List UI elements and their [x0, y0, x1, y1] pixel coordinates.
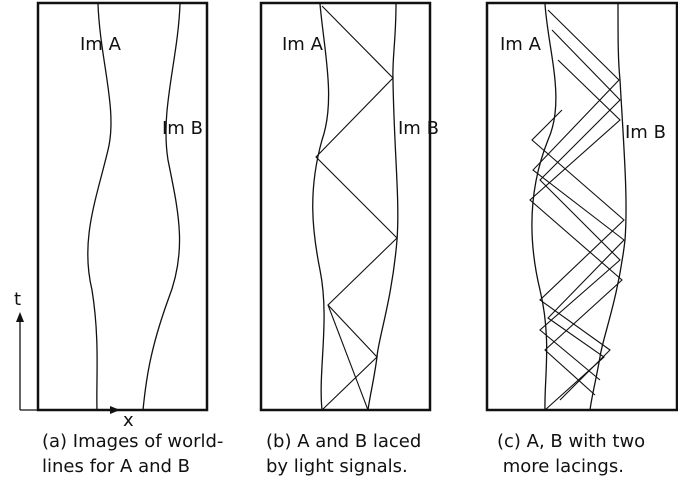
- caption: by light signals.: [266, 456, 408, 477]
- label-a: Im A: [80, 34, 122, 55]
- worldline-b: [367, 3, 399, 411]
- label-b: Im B: [162, 118, 203, 139]
- t-arrow: [16, 312, 24, 322]
- x-arrow: [110, 406, 120, 414]
- worldline-a: [312, 3, 330, 411]
- caption: (c) A, B with two: [497, 431, 645, 452]
- light-signal: [315, 5, 398, 411]
- caption: (b) A and B laced: [266, 431, 421, 452]
- panel-frame: [485, 1, 678, 412]
- light-signal: [539, 29, 621, 381]
- label-a: Im A: [282, 34, 324, 55]
- label-a: Im A: [500, 34, 542, 55]
- panel-frame: [259, 1, 432, 412]
- worldline-b: [142, 3, 181, 411]
- caption: lines for A and B: [42, 456, 190, 477]
- light-signal: [327, 304, 369, 411]
- x-label: x: [123, 410, 134, 431]
- light-signal: [532, 9, 625, 411]
- worldline-a: [531, 3, 557, 411]
- worldline-a: [87, 3, 112, 411]
- caption: more lacings.: [497, 456, 624, 477]
- label-b: Im B: [625, 122, 666, 143]
- t-label: t: [14, 289, 21, 310]
- panel-frame: [36, 1, 209, 412]
- light-signal: [531, 109, 625, 401]
- worldline-b: [589, 3, 627, 411]
- label-b: Im B: [398, 118, 439, 139]
- caption: (a) Images of world-: [42, 431, 223, 452]
